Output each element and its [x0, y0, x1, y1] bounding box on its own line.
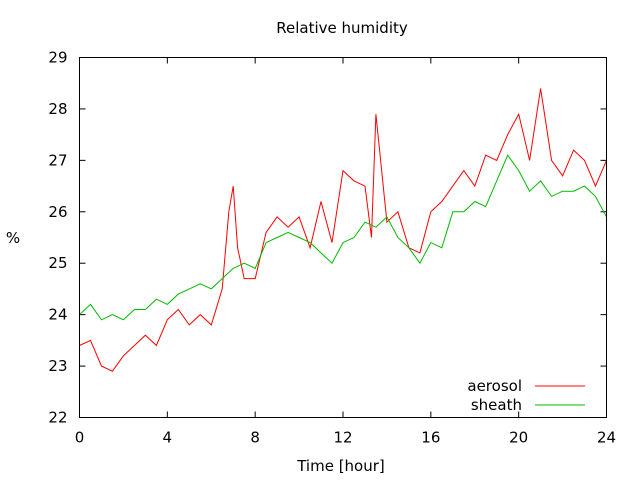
y-tick-label: 23 [48, 357, 67, 375]
x-tick-label: 16 [421, 429, 440, 447]
legend-label-aerosol: aerosol [467, 377, 522, 395]
x-tick-label: 0 [75, 429, 85, 447]
y-tick-label: 22 [48, 409, 67, 427]
y-tick-label: 27 [48, 151, 67, 169]
y-tick-label: 26 [48, 203, 67, 221]
plot-frame [79, 57, 607, 418]
x-tick-label: 12 [333, 429, 352, 447]
x-tick-label: 20 [509, 429, 528, 447]
axis-ticks: 0 4 8 12 16 20 24 22 23 24 25 26 27 28 29 [48, 49, 616, 447]
x-tick-label: 24 [597, 429, 616, 447]
legend-label-sheath: sheath [471, 396, 522, 414]
x-tick-label: 8 [250, 429, 260, 447]
y-tick-label: 25 [48, 254, 67, 272]
series-line-aerosol [79, 88, 607, 372]
chart-title: Relative humidity [276, 19, 408, 37]
y-tick-label: 29 [48, 49, 67, 67]
y-tick-label: 28 [48, 100, 67, 118]
series-line-sheath [79, 154, 607, 321]
series-layer [79, 88, 607, 372]
y-axis-label: % [6, 229, 20, 247]
x-tick-label: 4 [163, 429, 173, 447]
y-tick-label: 24 [48, 306, 67, 324]
x-axis-label: Time [hour] [296, 457, 385, 475]
